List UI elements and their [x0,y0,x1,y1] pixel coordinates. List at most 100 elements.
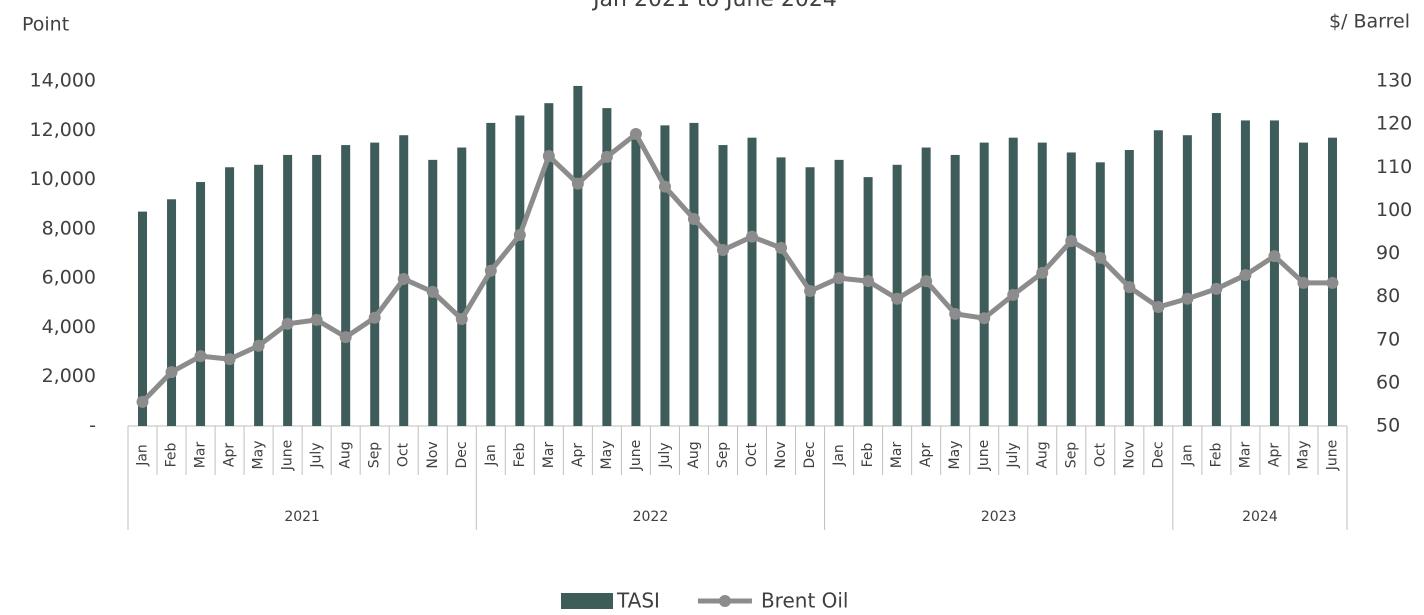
x-tick-label: Feb [1208,442,1224,467]
x-tick-label: Aug [338,441,354,468]
x-tick-label: Mar [1237,442,1253,469]
line-marker [1123,281,1136,294]
line-marker [426,285,439,298]
x-tick-label: Jan [483,444,499,467]
y2-tick-label: 70 [1376,328,1400,350]
x-tick-label: Mar [889,442,905,469]
x-tick-label: Jan [831,444,847,467]
line-marker [746,230,759,243]
bar [689,122,699,427]
y2-axis-label: $/ Barrel [1329,11,1410,33]
x-tick-label: July [1005,442,1021,468]
y-tick-label: 2,000 [42,365,96,387]
line-marker [1007,288,1020,301]
line-marker [165,366,178,379]
x-group-label: 2024 [1242,509,1278,525]
line-marker [281,317,294,330]
bar [863,177,873,426]
x-tick-label: Sep [1063,442,1079,469]
x-tick-label: May [947,441,963,470]
bar [138,211,148,426]
legend-swatch [561,593,613,609]
bar [312,154,322,426]
line-marker [571,177,584,190]
x-tick-label: June [280,440,296,472]
line-marker [862,275,875,288]
x-tick-label: Feb [860,442,876,467]
bar [544,103,554,426]
bar [1182,135,1192,426]
line-marker [687,213,700,225]
x-tick-label: Jan [1179,444,1195,467]
y2-tick-label: 50 [1376,415,1400,437]
x-tick-label: Dec [802,441,818,468]
bar [515,115,525,426]
y-tick-label: 6,000 [42,267,96,289]
line-marker [1152,300,1165,313]
x-tick-label: Jan [135,444,151,467]
bar [254,164,264,427]
line-marker [1239,269,1252,282]
y-axis-label: Point [22,14,69,36]
line-marker [600,150,613,163]
y-tick-label: 10,000 [30,168,96,190]
x-tick-label: June [976,440,992,472]
bar [950,154,960,426]
y2-tick-label: 80 [1376,285,1400,307]
y2-tick-label: 130 [1376,70,1412,92]
x-tick-label: Apr [570,443,586,467]
bar [370,142,380,426]
line-marker [1326,276,1339,289]
x-tick-label: Sep [715,442,731,469]
line-marker [1094,251,1107,264]
legend-label: Brent Oil [761,589,849,613]
bar [573,85,583,426]
line-marker [194,350,207,363]
x-tick-label: Nov [773,441,789,468]
bar [283,154,293,426]
x-tick-label: Apr [918,443,934,467]
x-group-label: 2021 [284,509,320,525]
y2-tick-label: 110 [1376,156,1412,178]
x-tick-label: Apr [1266,443,1282,467]
x-tick-label: Apr [222,443,238,467]
bar [979,142,989,426]
chart-title: Jan 2021 to June 2024 [591,0,837,12]
bar [1008,137,1018,426]
x-tick-label: Nov [1121,441,1137,468]
bar [1153,130,1163,427]
y-tick-label: - [89,415,96,437]
x-tick-label: Oct [1092,442,1108,467]
line-marker [775,241,788,254]
line-marker [368,311,381,324]
line-marker [1181,292,1194,305]
bar [457,147,467,427]
line-marker [978,312,991,325]
line-marker [658,180,671,193]
x-tick-label: June [628,440,644,472]
x-tick-label: May [251,441,267,470]
line-marker [1210,282,1223,295]
bar [1066,152,1076,426]
x-tick-label: Aug [686,441,702,468]
bar [747,137,757,426]
x-tick-label: Sep [367,442,383,469]
y-tick-label: 8,000 [42,217,96,239]
x-tick-label: Oct [744,442,760,467]
line-marker [804,285,817,298]
bar [167,199,177,426]
line-marker [339,331,352,344]
line-marker [920,275,933,288]
bar [660,125,670,426]
x-tick-label: Feb [512,442,528,467]
bar [196,182,206,426]
legend-swatch [718,595,731,607]
x-tick-label: Aug [1034,441,1050,468]
line-marker [1297,276,1310,289]
bar [631,132,641,426]
x-tick-label: May [1295,441,1311,470]
bar [602,108,612,426]
line-marker [310,313,323,326]
line-marker [891,292,904,305]
